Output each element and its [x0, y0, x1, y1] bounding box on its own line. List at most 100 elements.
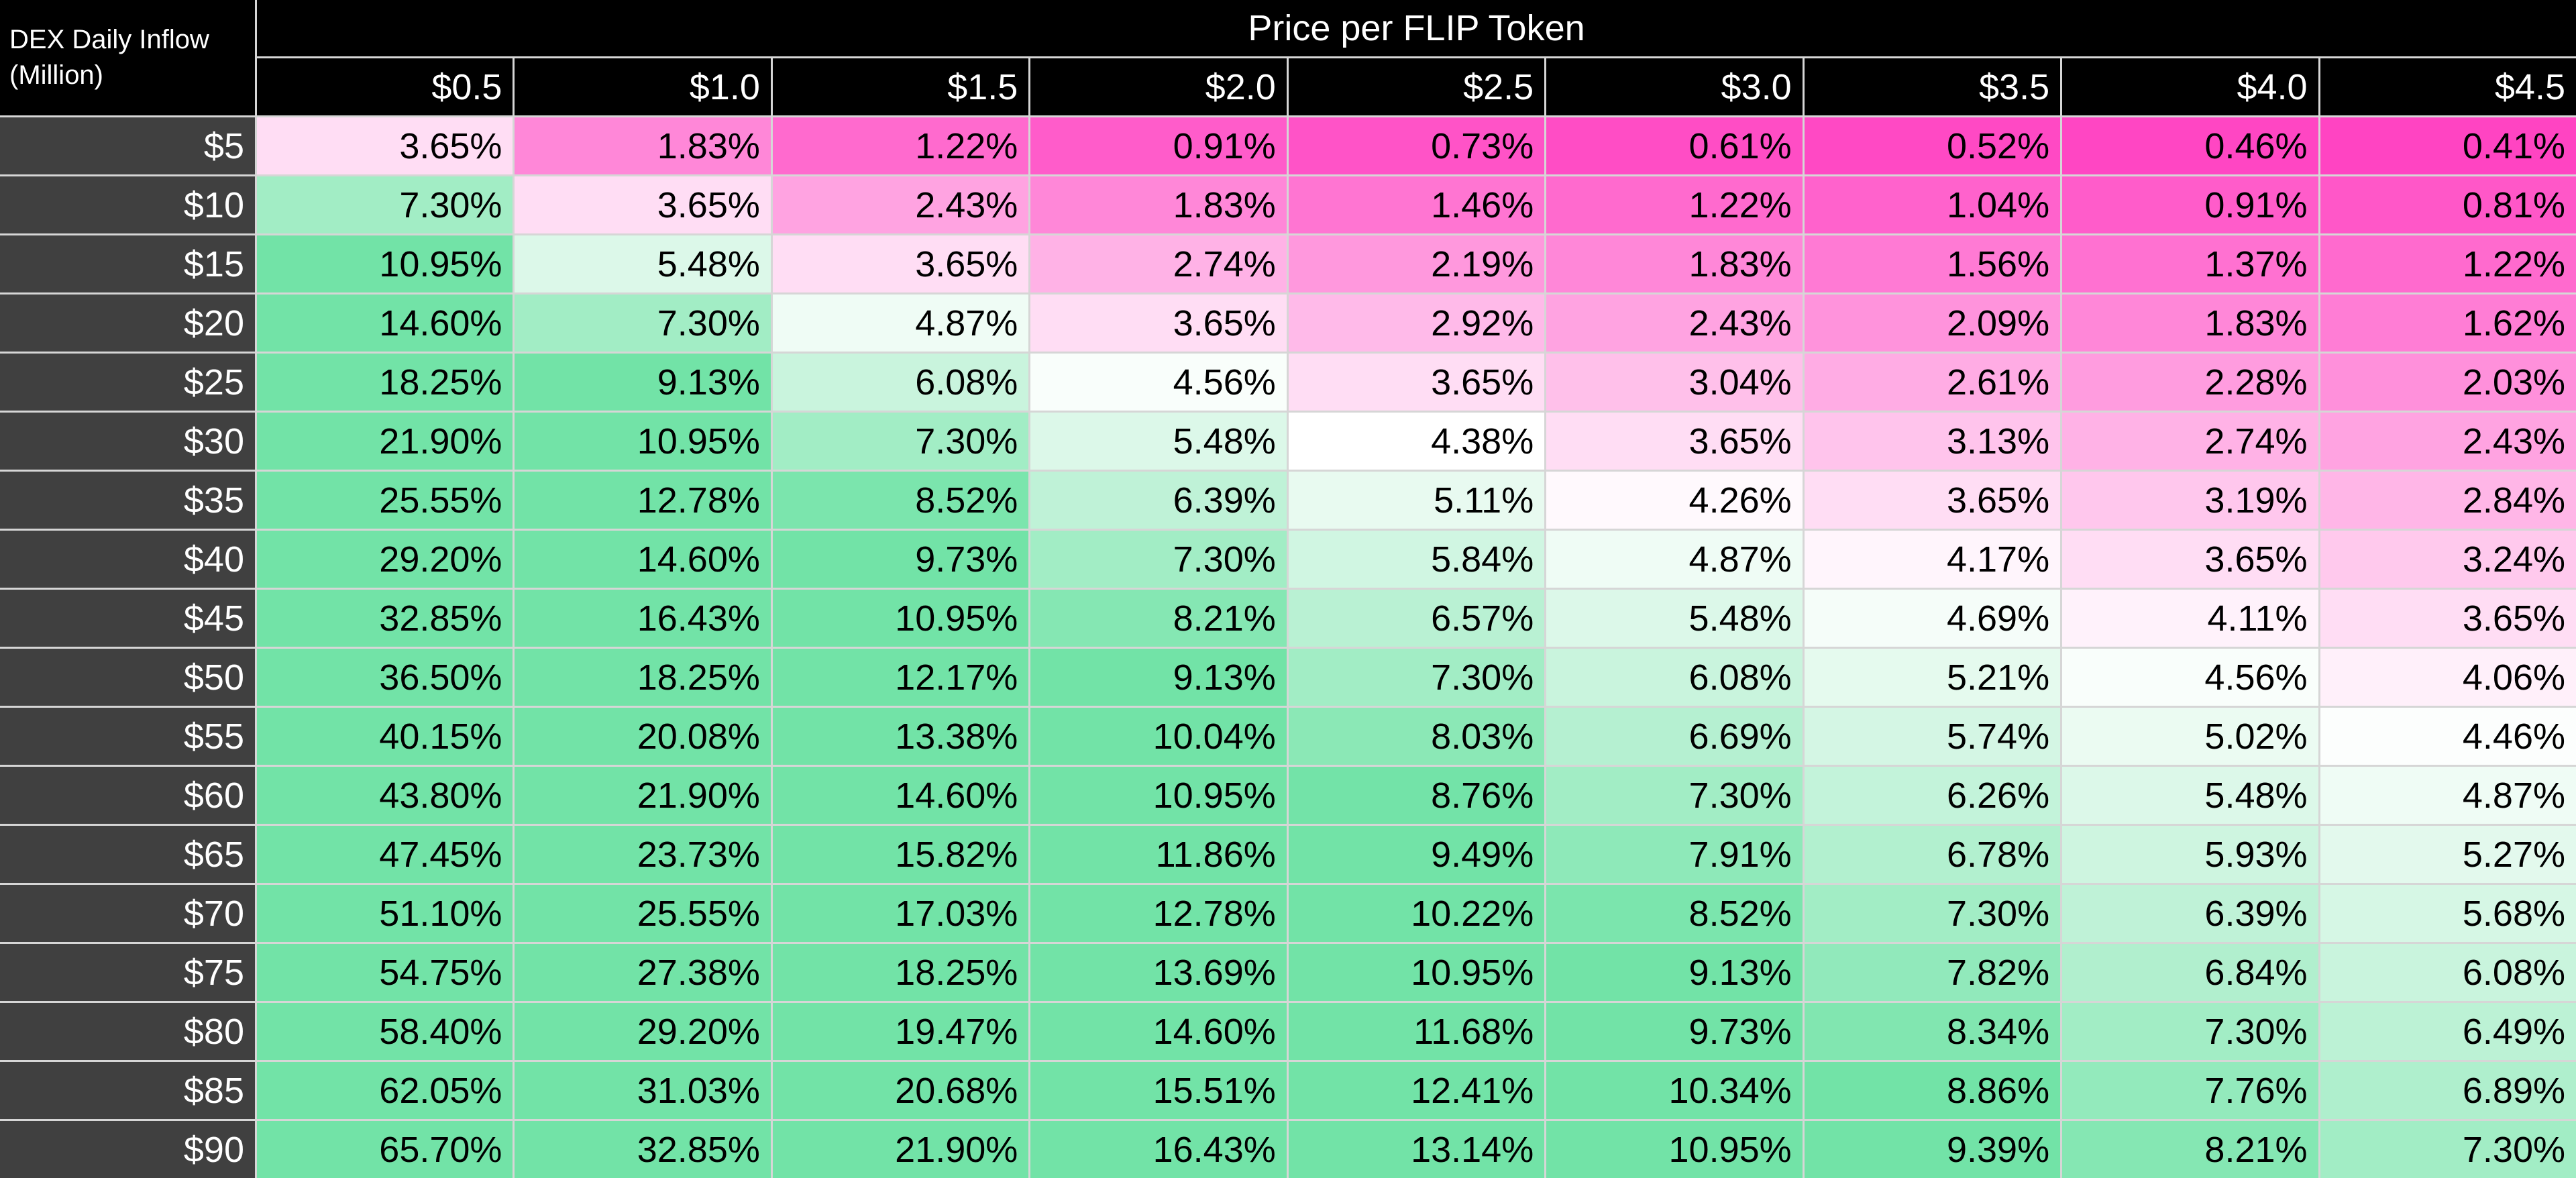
heatmap-cell-r2-c1: 7.30% [257, 176, 513, 233]
heatmap-cell-r16-c2: 29.20% [515, 1003, 771, 1060]
heatmap-cell-r7-c2: 12.78% [515, 472, 771, 529]
heatmap-cell-r16-c8: 7.30% [2062, 1003, 2318, 1060]
heatmap-cell-r15-c6: 9.13% [1546, 944, 1803, 1001]
heatmap-cell-r9-c5: 6.57% [1288, 590, 1545, 647]
heatmap-cell-r3-c6: 1.83% [1546, 235, 1803, 292]
heatmap-cell-r17-c8: 7.76% [2062, 1062, 2318, 1119]
row-header-17: $85 [0, 1062, 255, 1119]
heatmap-cell-r11-c3: 13.38% [772, 708, 1029, 765]
heatmap-cell-r1-c4: 0.91% [1030, 117, 1287, 174]
heatmap-cell-r5-c5: 3.65% [1288, 354, 1545, 411]
heatmap-cell-r18-c2: 32.85% [515, 1121, 771, 1178]
heatmap-cell-r9-c1: 32.85% [257, 590, 513, 647]
heatmap-cell-r13-c5: 9.49% [1288, 826, 1545, 883]
heatmap-cell-r14-c9: 5.68% [2320, 885, 2576, 942]
heatmap-cell-r13-c7: 6.78% [1804, 826, 2061, 883]
heatmap-cell-r3-c4: 2.74% [1030, 235, 1287, 292]
heatmap-cell-r4-c9: 1.62% [2320, 294, 2576, 352]
heatmap-cell-r5-c1: 18.25% [257, 354, 513, 411]
heatmap-cell-r4-c8: 1.83% [2062, 294, 2318, 352]
heatmap-cell-r16-c3: 19.47% [772, 1003, 1029, 1060]
heatmap-cell-r12-c7: 6.26% [1804, 767, 2061, 824]
heatmap-cell-r7-c3: 8.52% [772, 472, 1029, 529]
heatmap-cell-r10-c3: 12.17% [772, 649, 1029, 706]
heatmap-cell-r11-c4: 10.04% [1030, 708, 1287, 765]
heatmap-cell-r5-c2: 9.13% [515, 354, 771, 411]
row-header-1: $5 [0, 117, 255, 174]
heatmap-cell-r11-c5: 8.03% [1288, 708, 1545, 765]
heatmap-cell-r8-c6: 4.87% [1546, 531, 1803, 588]
heatmap-cell-r3-c1: 10.95% [257, 235, 513, 292]
heatmap-cell-r18-c7: 9.39% [1804, 1121, 2061, 1178]
column-header-8: $4.0 [2062, 58, 2318, 115]
heatmap-cell-r7-c5: 5.11% [1288, 472, 1545, 529]
row-header-13: $65 [0, 826, 255, 883]
heatmap-cell-r15-c2: 27.38% [515, 944, 771, 1001]
heatmap-cell-r8-c1: 29.20% [257, 531, 513, 588]
row-header-15: $75 [0, 944, 255, 1001]
heatmap-cell-r7-c8: 3.19% [2062, 472, 2318, 529]
heatmap-cell-r8-c4: 7.30% [1030, 531, 1287, 588]
column-header-1: $0.5 [257, 58, 513, 115]
heatmap-cell-r18-c9: 7.30% [2320, 1121, 2576, 1178]
heatmap-cell-r15-c9: 6.08% [2320, 944, 2576, 1001]
row-header-16: $80 [0, 1003, 255, 1060]
heatmap-cell-r13-c1: 47.45% [257, 826, 513, 883]
heatmap-cell-r3-c2: 5.48% [515, 235, 771, 292]
heatmap-cell-r9-c3: 10.95% [772, 590, 1029, 647]
heatmap-cell-r9-c9: 3.65% [2320, 590, 2576, 647]
heatmap-cell-r3-c9: 1.22% [2320, 235, 2576, 292]
row-header-5: $25 [0, 354, 255, 411]
row-header-9: $45 [0, 590, 255, 647]
heatmap-cell-r7-c4: 6.39% [1030, 472, 1287, 529]
heatmap-cell-r5-c8: 2.28% [2062, 354, 2318, 411]
heatmap-cell-r8-c5: 5.84% [1288, 531, 1545, 588]
corner-label: DEX Daily Inflow (Million) [0, 0, 255, 115]
heatmap-cell-r8-c3: 9.73% [772, 531, 1029, 588]
heatmap-cell-r6-c1: 21.90% [257, 413, 513, 470]
column-header-5: $2.5 [1288, 58, 1545, 115]
heatmap-cell-r9-c7: 4.69% [1804, 590, 2061, 647]
heatmap-cell-r16-c4: 14.60% [1030, 1003, 1287, 1060]
heatmap-cell-r15-c4: 13.69% [1030, 944, 1287, 1001]
heatmap-cell-r14-c2: 25.55% [515, 885, 771, 942]
heatmap-cell-r6-c2: 10.95% [515, 413, 771, 470]
heatmap-cell-r4-c6: 2.43% [1546, 294, 1803, 352]
heatmap-cell-r13-c9: 5.27% [2320, 826, 2576, 883]
heatmap-cell-r6-c3: 7.30% [772, 413, 1029, 470]
heatmap-cell-r14-c3: 17.03% [772, 885, 1029, 942]
heatmap-cell-r11-c6: 6.69% [1546, 708, 1803, 765]
heatmap-cell-r17-c5: 12.41% [1288, 1062, 1545, 1119]
row-header-6: $30 [0, 413, 255, 470]
heatmap-cell-r17-c9: 6.89% [2320, 1062, 2576, 1119]
heatmap-cell-r1-c5: 0.73% [1288, 117, 1545, 174]
row-header-4: $20 [0, 294, 255, 352]
heatmap-cell-r18-c6: 10.95% [1546, 1121, 1803, 1178]
heatmap-cell-r13-c8: 5.93% [2062, 826, 2318, 883]
row-header-2: $10 [0, 176, 255, 233]
corner-label-line1: DEX Daily Inflow [9, 25, 209, 55]
heatmap-cell-r4-c5: 2.92% [1288, 294, 1545, 352]
heatmap-cell-r17-c6: 10.34% [1546, 1062, 1803, 1119]
heatmap-cell-r10-c4: 9.13% [1030, 649, 1287, 706]
row-header-3: $15 [0, 235, 255, 292]
heatmap-cell-r14-c6: 8.52% [1546, 885, 1803, 942]
heatmap-cell-r12-c8: 5.48% [2062, 767, 2318, 824]
heatmap-cell-r5-c4: 4.56% [1030, 354, 1287, 411]
heatmap-cell-r2-c4: 1.83% [1030, 176, 1287, 233]
heatmap-cell-r9-c2: 16.43% [515, 590, 771, 647]
heatmap-cell-r1-c6: 0.61% [1546, 117, 1803, 174]
heatmap-cell-r14-c8: 6.39% [2062, 885, 2318, 942]
heatmap-cell-r7-c9: 2.84% [2320, 472, 2576, 529]
heatmap-cell-r12-c3: 14.60% [772, 767, 1029, 824]
column-header-4: $2.0 [1030, 58, 1287, 115]
heatmap-cell-r4-c2: 7.30% [515, 294, 771, 352]
heatmap-cell-r4-c4: 3.65% [1030, 294, 1287, 352]
heatmap-cell-r12-c6: 7.30% [1546, 767, 1803, 824]
heatmap-cell-r2-c8: 0.91% [2062, 176, 2318, 233]
heatmap-cell-r14-c5: 10.22% [1288, 885, 1545, 942]
heatmap-cell-r15-c5: 10.95% [1288, 944, 1545, 1001]
heatmap-cell-r14-c1: 51.10% [257, 885, 513, 942]
heatmap-cell-r7-c7: 3.65% [1804, 472, 2061, 529]
heatmap-cell-r16-c9: 6.49% [2320, 1003, 2576, 1060]
